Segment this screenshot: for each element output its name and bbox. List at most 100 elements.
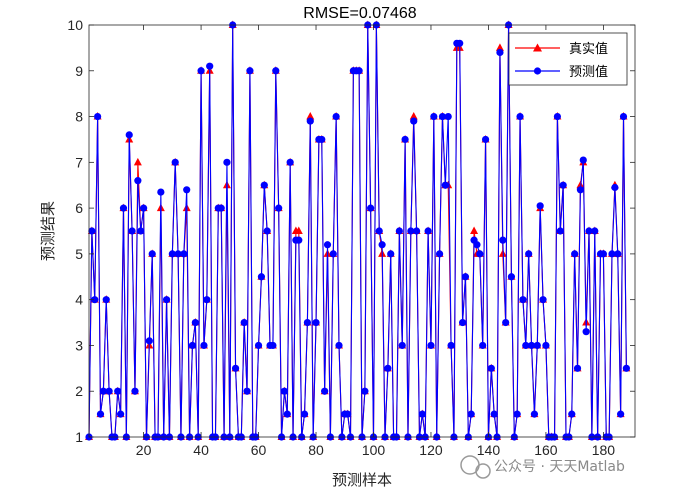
point-circle xyxy=(525,250,533,258)
point-circle xyxy=(217,204,225,212)
point-circle xyxy=(553,112,562,121)
point-circle xyxy=(401,135,409,144)
point-circle xyxy=(203,296,211,304)
point-circle xyxy=(568,410,576,418)
point-circle xyxy=(117,410,125,418)
y-tick-label: 8 xyxy=(75,109,83,125)
point-circle xyxy=(257,273,266,281)
point-circle xyxy=(487,364,495,372)
point-circle xyxy=(263,227,271,235)
point-circle xyxy=(183,186,191,194)
point-circle xyxy=(542,341,550,350)
point-circle xyxy=(114,387,122,395)
point-circle xyxy=(424,227,432,235)
point-circle xyxy=(622,364,630,372)
point-circle xyxy=(137,227,145,235)
legend-label-true: 真实值 xyxy=(569,41,608,57)
point-circle xyxy=(513,410,521,418)
point-circle xyxy=(476,250,484,258)
point-circle xyxy=(473,241,481,249)
point-triangle xyxy=(306,112,315,120)
point-circle xyxy=(499,236,507,244)
y-tick-label: 6 xyxy=(75,200,83,216)
point-circle xyxy=(243,387,251,395)
point-circle xyxy=(496,48,504,57)
point-circle xyxy=(180,250,188,258)
point-circle xyxy=(332,112,340,121)
point-circle xyxy=(507,273,516,281)
point-circle xyxy=(527,341,536,350)
x-tick-label: 40 xyxy=(193,442,209,458)
point-circle xyxy=(573,364,582,372)
point-circle xyxy=(312,318,320,327)
x-tick-label: 100 xyxy=(362,442,386,458)
point-circle xyxy=(430,112,438,121)
point-circle xyxy=(200,341,208,350)
point-circle xyxy=(384,364,392,372)
point-circle xyxy=(162,296,171,304)
watermark: 公众号 · 天天Matlab xyxy=(460,455,625,479)
point-circle xyxy=(599,250,607,258)
y-axis-title: 预测结果 xyxy=(39,201,57,261)
point-circle xyxy=(286,158,294,166)
point-circle xyxy=(522,341,530,350)
point-circle xyxy=(467,410,475,418)
point-circle xyxy=(617,410,625,418)
x-tick-label: 80 xyxy=(308,442,324,458)
point-circle xyxy=(168,250,176,258)
point-circle xyxy=(105,387,113,395)
point-circle xyxy=(571,250,579,258)
point-circle xyxy=(174,250,182,258)
point-circle xyxy=(275,204,283,212)
point-circle xyxy=(539,296,547,304)
point-circle xyxy=(536,202,544,210)
point-circle xyxy=(231,364,240,372)
point-circle xyxy=(344,410,352,418)
point-circle xyxy=(611,183,619,192)
point-circle xyxy=(533,341,541,350)
point-circle xyxy=(323,241,332,249)
axes-layer: 20 40 60 80 100 120 140 160 180 1 2 3 4 5 6 7 8 9 10 xyxy=(67,17,636,458)
x-tick-label: 20 xyxy=(136,442,152,458)
point-circle xyxy=(96,410,105,418)
point-circle xyxy=(490,410,498,418)
point-circle xyxy=(206,62,214,70)
legend-marker-triangle xyxy=(533,43,542,52)
wechat-icon-bubble xyxy=(475,463,491,479)
point-circle xyxy=(556,227,564,235)
point-circle xyxy=(157,188,165,196)
point-circle xyxy=(614,250,622,258)
point-circle xyxy=(378,241,386,249)
point-circle xyxy=(387,250,395,258)
y-tick-label: 2 xyxy=(75,383,83,399)
point-triangle xyxy=(294,226,303,234)
point-circle xyxy=(306,117,314,125)
x-tick-label: 140 xyxy=(477,442,501,458)
legend: 真实值 预测值 xyxy=(508,32,628,86)
point-circle xyxy=(407,227,415,235)
point-circle xyxy=(367,204,375,212)
y-tick-label: 4 xyxy=(75,292,83,308)
point-circle xyxy=(519,296,527,304)
point-circle xyxy=(435,250,444,258)
point-circle xyxy=(329,250,337,258)
point-circle xyxy=(254,341,263,350)
point-circle xyxy=(582,328,590,336)
y-tick-label: 1 xyxy=(75,429,83,445)
point-circle xyxy=(619,112,628,121)
point-circle xyxy=(99,387,107,395)
y-tick-label: 7 xyxy=(75,154,83,170)
point-circle xyxy=(444,112,452,121)
point-circle xyxy=(88,227,96,235)
axes-box xyxy=(88,24,636,438)
point-circle xyxy=(134,177,142,185)
x-tick-label: 160 xyxy=(534,442,558,458)
point-circle xyxy=(125,131,133,139)
point-circle xyxy=(479,341,487,350)
point-circle xyxy=(418,410,426,418)
y-tick-label: 5 xyxy=(75,246,83,262)
point-circle xyxy=(269,341,277,350)
point-circle xyxy=(608,250,616,258)
point-circle xyxy=(355,67,363,75)
